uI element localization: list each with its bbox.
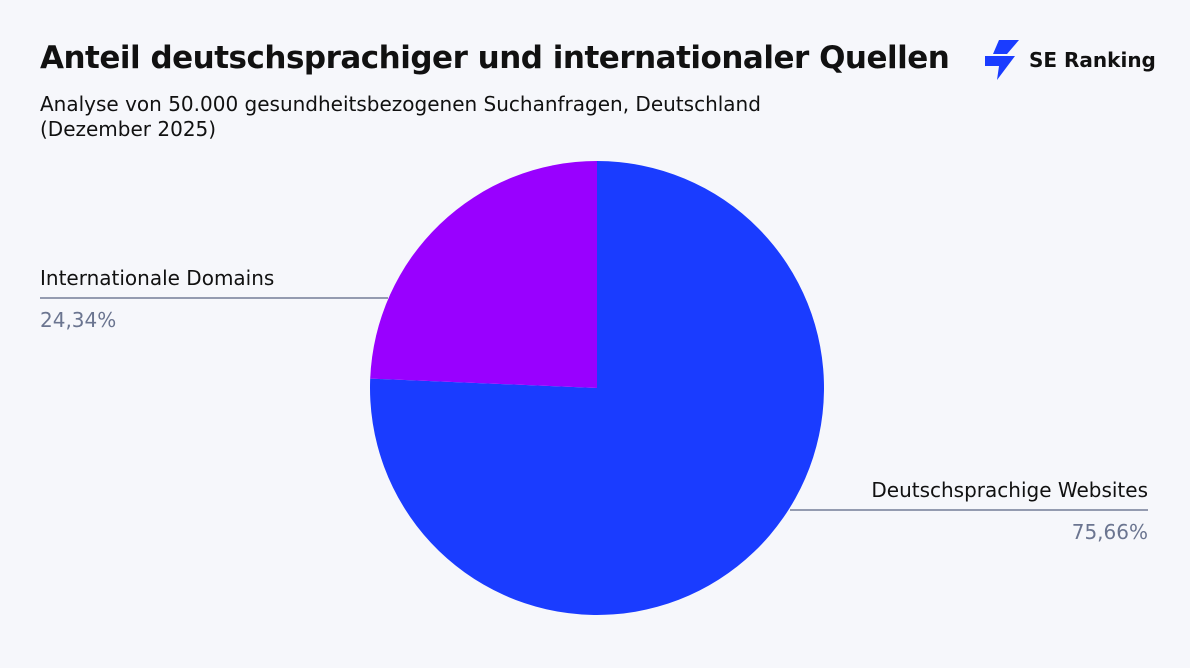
slice-label: Deutschsprachige Websites — [871, 478, 1148, 502]
logo: SE Ranking — [985, 40, 1156, 80]
chart-title: Anteil deutschsprachiger und internation… — [40, 40, 950, 76]
value-label: 75,66% — [1072, 520, 1148, 544]
chart-subtitle: Analyse von 50.000 gesundheitsbezogenen … — [40, 92, 761, 141]
logo-text: SE Ranking — [1029, 48, 1156, 72]
logo-icon — [985, 40, 1019, 80]
slice-label: Internationale Domains — [40, 266, 274, 290]
pie-slice — [370, 161, 597, 388]
value-label: 24,34% — [40, 308, 116, 332]
